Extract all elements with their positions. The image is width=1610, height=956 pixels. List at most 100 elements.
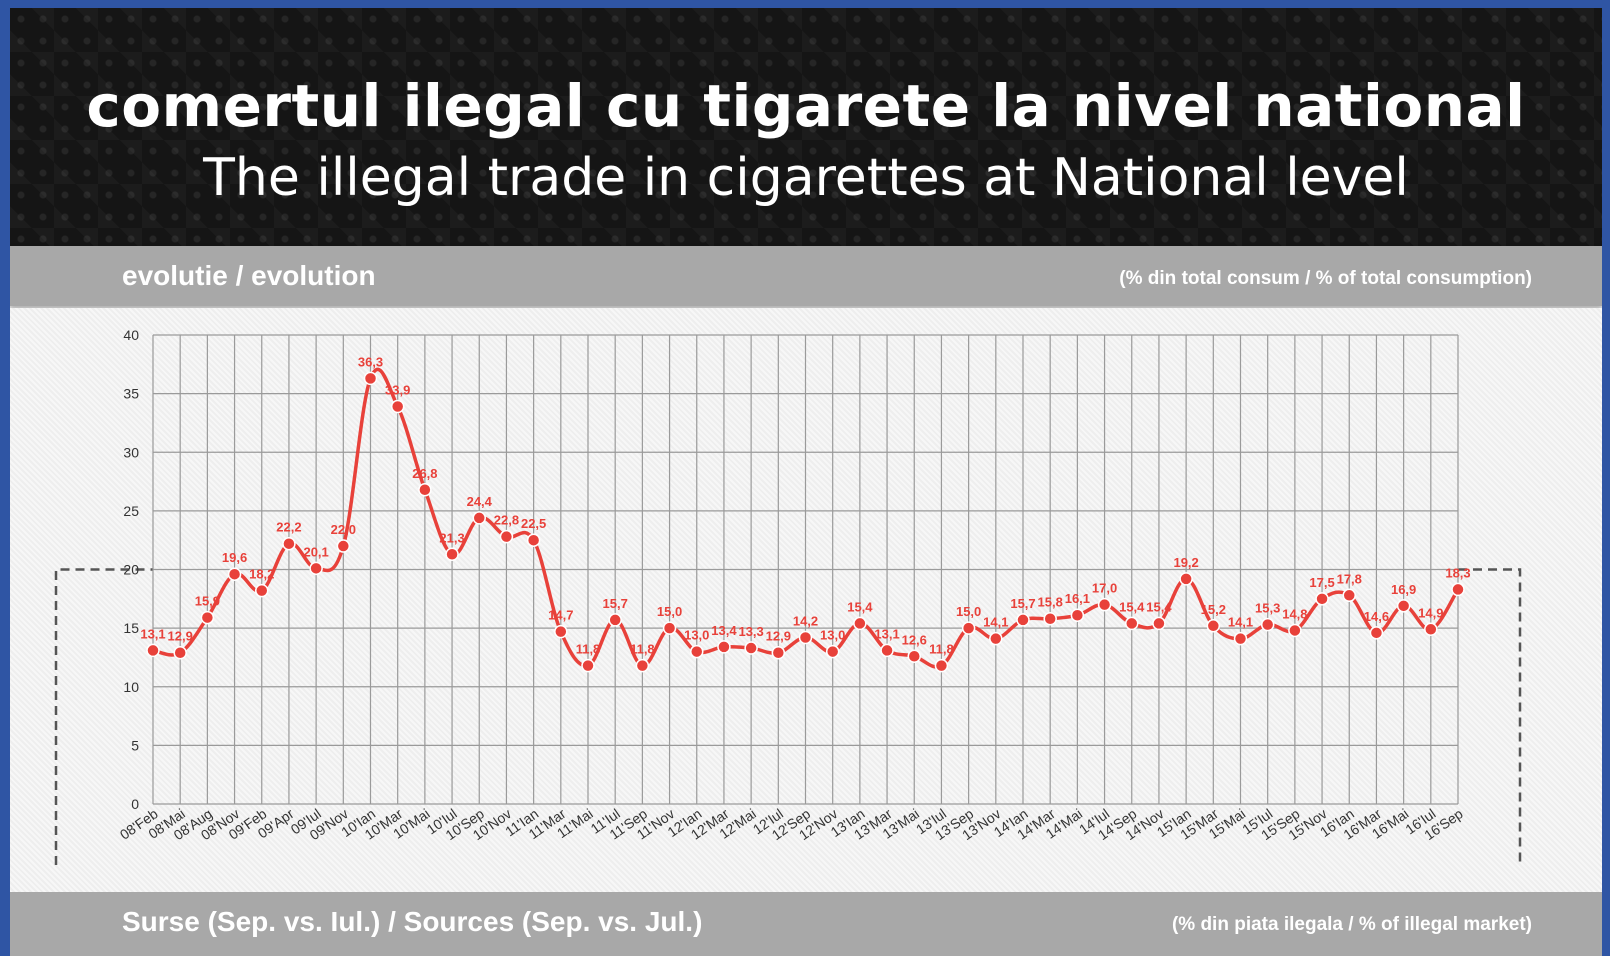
section-unit-note: (% din total consum / % of total consump…	[1119, 268, 1532, 289]
data-point	[934, 658, 949, 673]
data-point	[1043, 611, 1057, 626]
line-chart: 051015202530354008'Feb08'Mai08'Aug08'Nov…	[54, 327, 1522, 865]
y-tick-label: 5	[131, 737, 139, 753]
data-label: 17,8	[1337, 571, 1362, 586]
data-label: 22,2	[276, 520, 301, 535]
data-point	[146, 643, 160, 658]
data-label: 15,9	[195, 594, 220, 609]
data-label: 15,7	[1010, 596, 1035, 611]
slide-frame: comertul ilegal cu tigarete la nivel nat…	[10, 8, 1602, 956]
data-point	[1288, 623, 1302, 638]
data-point	[1125, 616, 1139, 631]
y-tick-label: 40	[123, 327, 139, 343]
data-label: 14,9	[1418, 605, 1443, 620]
data-label: 11,8	[630, 642, 655, 657]
title-header: comertul ilegal cu tigarete la nivel nat…	[10, 8, 1602, 246]
data-label: 14,8	[1282, 606, 1307, 621]
data-label: 24,4	[467, 494, 493, 509]
data-label: 14,1	[983, 615, 1008, 630]
data-label: 11,8	[929, 642, 954, 657]
data-label: 36,3	[358, 354, 383, 369]
data-label: 16,9	[1391, 582, 1416, 597]
data-label: 13,1	[874, 626, 899, 641]
data-point	[1179, 572, 1193, 586]
data-label: 13,3	[738, 624, 763, 639]
data-point	[390, 399, 405, 414]
data-point	[798, 630, 813, 645]
data-point	[880, 643, 894, 658]
data-label: 15,3	[1255, 601, 1280, 616]
data-point	[363, 371, 378, 386]
data-label: 18,3	[1445, 565, 1470, 580]
data-point	[717, 640, 731, 654]
chart-area: 0 5 10 15 20 25 30 35 40 08'Feb 08'Mai 08'Aug 08'Nov…	[10, 308, 1602, 892]
section-title: Surse (Sep. vs. Iul.) / Sources (Sep. vs…	[122, 906, 703, 937]
data-label: 15,0	[956, 604, 981, 619]
y-tick-label: 20	[123, 562, 139, 578]
data-label: 19,2	[1173, 555, 1198, 570]
data-point	[690, 644, 704, 659]
data-label: 14,7	[548, 608, 573, 623]
data-label: 17,0	[1092, 581, 1117, 596]
data-point	[907, 649, 921, 664]
data-label: 21,3	[439, 530, 464, 545]
y-tick-label: 10	[123, 679, 139, 695]
data-label: 16,1	[1065, 591, 1090, 606]
data-point	[1016, 613, 1030, 627]
data-point	[1206, 619, 1221, 633]
data-label: 14,2	[793, 614, 818, 629]
data-point	[1451, 582, 1465, 597]
section-title: evolutie / evolution	[122, 260, 376, 291]
data-label: 33,9	[385, 383, 410, 398]
section-header-sources: Surse (Sep. vs. Iul.) / Sources (Sep. vs…	[10, 892, 1602, 956]
title-romanian: comertul ilegal cu tigarete la nivel nat…	[86, 72, 1526, 140]
data-point	[825, 644, 840, 659]
dashed-bracket-right	[1458, 568, 1522, 865]
data-label: 11,8	[576, 642, 601, 657]
data-point	[499, 529, 514, 544]
data-point	[581, 658, 595, 673]
data-label: 15,4	[1146, 599, 1172, 614]
data-point	[472, 511, 486, 525]
y-tick-label: 0	[131, 796, 139, 812]
data-point	[1070, 608, 1085, 622]
data-point	[554, 624, 568, 639]
data-label: 13,1	[140, 626, 165, 641]
data-point	[526, 533, 541, 547]
data-point	[173, 645, 187, 660]
data-point	[771, 645, 786, 660]
data-label: 14,6	[1364, 609, 1389, 624]
data-label: 20,1	[303, 544, 328, 559]
y-tick-label: 25	[123, 503, 139, 519]
data-label: 18,2	[249, 567, 274, 582]
data-point	[744, 641, 758, 655]
data-point	[853, 616, 867, 631]
data-label: 15,8	[1038, 595, 1063, 610]
y-tick-label: 15	[123, 620, 139, 636]
data-point	[1369, 626, 1384, 640]
data-point	[961, 621, 976, 635]
data-point	[1396, 599, 1411, 613]
data-point	[227, 567, 242, 581]
data-label: 12,9	[766, 629, 791, 644]
section-unit-note: (% din piata ilegala / % of illegal mark…	[1171, 914, 1532, 935]
data-point	[1260, 617, 1275, 632]
data-label: 15,4	[1119, 599, 1145, 614]
data-label: 14,1	[1228, 615, 1253, 630]
data-label: 15,7	[603, 596, 628, 611]
data-point	[445, 547, 459, 562]
data-label: 15,2	[1201, 602, 1226, 617]
data-label: 13,4	[711, 623, 737, 638]
data-point	[1233, 631, 1248, 646]
data-point	[1424, 622, 1438, 637]
data-point	[336, 539, 351, 553]
data-point	[662, 621, 677, 635]
data-point	[1342, 588, 1356, 603]
data-label: 12,6	[902, 632, 927, 647]
data-point	[255, 583, 269, 598]
data-point	[635, 658, 650, 673]
data-label: 15,4	[847, 599, 873, 614]
data-label: 19,6	[222, 550, 247, 565]
data-label: 22,8	[494, 513, 519, 528]
section-header-evolution: evolutie / evolution (% din total consum…	[10, 246, 1602, 306]
